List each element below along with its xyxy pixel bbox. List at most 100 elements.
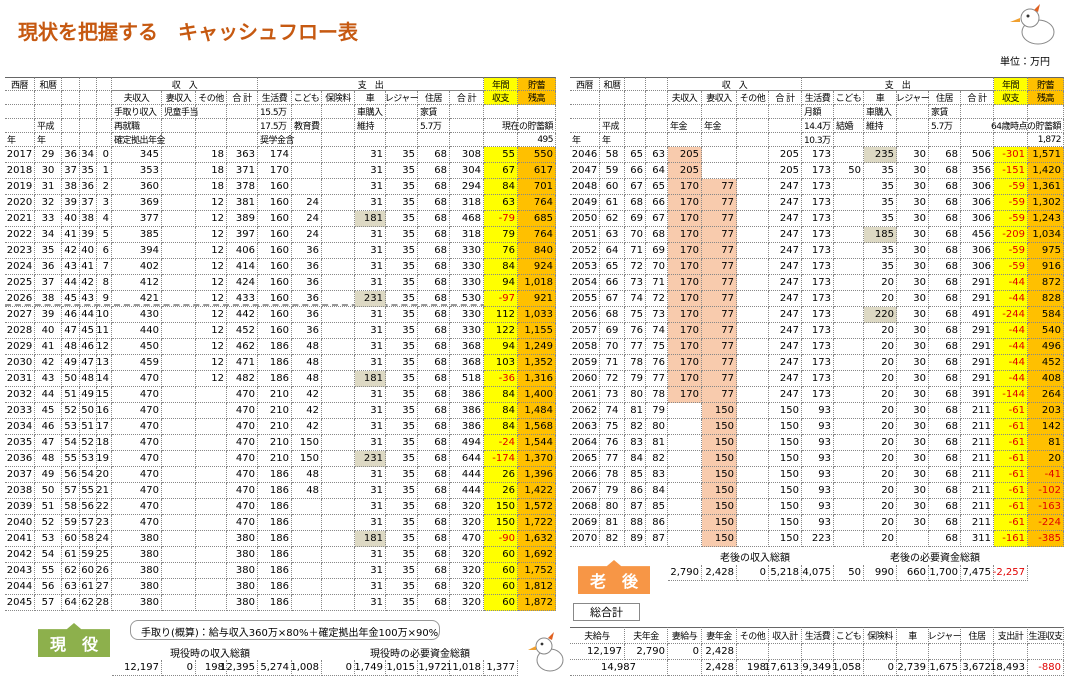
total-header-cell: その他 (737, 627, 769, 644)
table-cell: 2043 (5, 563, 35, 579)
table-cell: 170 (668, 307, 702, 323)
table-cell: 79 (484, 227, 518, 243)
table-cell (834, 291, 864, 307)
bird-icon (1010, 4, 1055, 45)
table-cell: 20 (864, 323, 897, 339)
total-header-cell: 住居 (961, 627, 994, 644)
table-cell: 68 (418, 515, 450, 531)
table-cell: 173 (802, 195, 834, 211)
table-cell: -61 (994, 451, 1028, 467)
table-cell: 20 (96, 467, 112, 483)
table-cell: -59 (994, 211, 1028, 227)
table-cell: 66 (625, 163, 646, 179)
total-cell (929, 644, 961, 660)
header-cell: 住居 (929, 91, 961, 105)
header-cell (702, 105, 737, 119)
table-cell: 186 (258, 531, 292, 547)
header-cell (450, 133, 484, 147)
table-cell: 380 (227, 563, 258, 579)
table-cell: 2033 (5, 403, 35, 419)
table-cell: 31 (355, 163, 386, 179)
table-cell: 173 (802, 355, 834, 371)
table-cell: 74 (625, 291, 646, 307)
table-cell: 46 (62, 307, 80, 323)
table-cell: 30 (897, 275, 929, 291)
header-cell (97, 133, 112, 147)
table-cell (834, 483, 864, 499)
header-cell: 児童手当 (162, 105, 199, 119)
summary-cell: 12,395 (220, 660, 258, 676)
table-cell (322, 163, 355, 179)
table-cell: 173 (802, 371, 834, 387)
table-cell: 35 (386, 179, 418, 195)
table-cell (162, 163, 196, 179)
table-cell: 291 (961, 291, 994, 307)
header-cell (196, 133, 227, 147)
table-cell: -61 (994, 419, 1028, 435)
table-cell (322, 547, 355, 563)
table-cell: 160 (258, 323, 292, 339)
total-header-cell: 夫給与 (570, 627, 625, 644)
table-cell: 186 (258, 499, 292, 515)
table-cell: 381 (227, 195, 258, 211)
table-cell: 210 (258, 403, 292, 419)
table-cell: 52 (80, 435, 97, 451)
header-cell: 確定拠出年金 (112, 133, 166, 147)
table-cell (834, 371, 864, 387)
table-cell: 2054 (570, 275, 600, 291)
header-cell (62, 105, 80, 119)
table-cell: 86 (625, 483, 646, 499)
table-cell (196, 483, 227, 499)
table-cell: 247 (769, 195, 802, 211)
table-cell: 81 (646, 435, 668, 451)
table-cell: 68 (929, 435, 961, 451)
table-cell: 2057 (570, 323, 600, 339)
table-cell: 442 (227, 307, 258, 323)
table-cell: 1,544 (518, 435, 556, 451)
table-cell: 264 (1028, 387, 1064, 403)
table-cell: 2064 (570, 435, 600, 451)
table-cell: 12 (196, 275, 227, 291)
table-cell: 12 (196, 307, 227, 323)
table-cell: 82 (646, 451, 668, 467)
table-cell: 68 (929, 451, 961, 467)
header-cell: こども (834, 91, 864, 105)
table-cell: 150 (484, 515, 518, 531)
header-cell (929, 133, 961, 147)
table-cell (834, 243, 864, 259)
table-cell: 186 (258, 579, 292, 595)
table-cell: 31 (355, 467, 386, 483)
table-cell (322, 515, 355, 531)
header-cell (646, 105, 668, 119)
table-cell: 2050 (570, 211, 600, 227)
table-cell: 30 (897, 339, 929, 355)
table-cell: 12 (196, 259, 227, 275)
table-cell: 39 (35, 307, 62, 323)
table-cell: 470 (112, 499, 162, 515)
table-cell: 1,692 (518, 547, 556, 563)
table-cell: 68 (418, 579, 450, 595)
table-cell: 57 (80, 515, 97, 531)
table-cell: 173 (802, 387, 834, 403)
table-cell: 385 (112, 227, 162, 243)
table-cell: 2036 (5, 451, 35, 467)
table-cell: 68 (418, 147, 450, 163)
table-cell: 82 (600, 531, 625, 547)
table-cell: 60 (484, 563, 518, 579)
table-cell: 37 (35, 275, 62, 291)
header-cell (322, 105, 355, 119)
header-cell: 収 入 (112, 77, 258, 91)
table-cell (322, 579, 355, 595)
table-cell: 36 (292, 307, 322, 323)
table-cell: 41 (35, 339, 62, 355)
total-cell: 9,349 (802, 660, 834, 676)
table-cell: 291 (961, 275, 994, 291)
table-cell: 160 (258, 211, 292, 227)
table-cell: 330 (450, 243, 484, 259)
table-cell: 40 (35, 323, 62, 339)
table-cell: 470 (112, 403, 162, 419)
table-cell: 77 (702, 307, 737, 323)
table-cell (162, 323, 196, 339)
table-cell: 247 (769, 355, 802, 371)
table-cell: 35 (386, 147, 418, 163)
